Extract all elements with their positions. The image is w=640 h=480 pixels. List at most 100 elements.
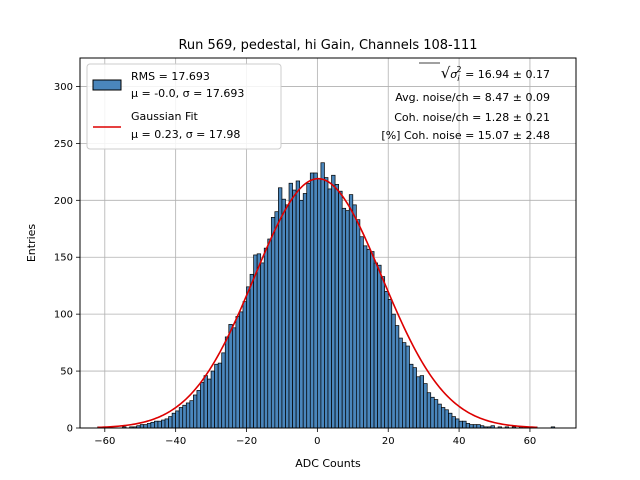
histogram-bar (185, 402, 191, 429)
y-tick-label: 300 (54, 82, 73, 93)
histogram-bar (338, 190, 343, 429)
x-tick-label: 20 (382, 436, 395, 447)
histogram-bar (189, 400, 194, 429)
histogram-bar (278, 187, 283, 429)
histogram-bar (175, 410, 180, 429)
total-noise-value: = 16.94 ± 0.17 (462, 68, 550, 81)
histogram-bar (267, 238, 272, 429)
histogram-bar (387, 299, 393, 429)
histogram-bar (348, 194, 354, 429)
histogram-bar (285, 204, 290, 429)
histogram-bar (193, 394, 198, 429)
histogram-bar (412, 367, 417, 429)
histogram-bar (139, 424, 145, 429)
histogram-bar (370, 251, 375, 429)
legend-fit-label: Gaussian Fit (131, 110, 199, 123)
annotation-coh-noise-percent: [%] Coh. noise = 15.07 ± 2.48 (381, 129, 550, 142)
histogram-bar (256, 253, 262, 429)
histogram-bar (196, 390, 201, 429)
histogram-bar (458, 420, 463, 429)
histogram-bar (341, 207, 347, 429)
histogram-bars (97, 162, 556, 429)
histogram-bar (313, 172, 318, 429)
histogram-bar (146, 423, 152, 429)
histogram-bar (402, 342, 407, 429)
y-tick-label: 0 (67, 424, 73, 435)
legend-fit-stats: μ = 0.23, σ = 17.98 (131, 128, 240, 141)
x-tick-label: 40 (453, 436, 466, 447)
legend-histogram-stats: μ = -0.0, σ = 17.693 (131, 87, 244, 100)
histogram-bar (426, 392, 432, 429)
y-tick-label: 200 (54, 196, 73, 207)
histogram-bar (405, 345, 410, 429)
annotation-avg-noise: Avg. noise/ch = 8.47 ± 0.09 (395, 91, 550, 104)
legend-histogram-label: RMS = 17.693 (131, 70, 210, 83)
histogram-bar (327, 188, 332, 429)
histogram-bar (200, 382, 205, 429)
histogram-bar (171, 412, 177, 429)
histogram-bar (228, 324, 233, 429)
histogram-bar (455, 418, 460, 429)
histogram-bar (423, 383, 428, 429)
histogram-bar (161, 419, 166, 429)
chart-title: Run 569, pedestal, hi Gain, Channels 108… (178, 38, 477, 53)
histogram-bar (306, 182, 311, 429)
x-tick-label: −20 (236, 436, 257, 447)
histogram-bar (260, 262, 265, 429)
annotation-coh-noise: Coh. noise/ch = 1.28 ± 0.21 (394, 111, 550, 124)
sigma-superscript: 2 (457, 65, 462, 74)
noise-annotations: √σi2 = 16.94 ± 0.17 Avg. noise/ch = 8.47… (381, 62, 550, 142)
histogram-bar (270, 217, 276, 429)
histogram-bar (373, 262, 378, 429)
histogram-bar (239, 311, 244, 429)
histogram-bar (253, 254, 258, 429)
histogram-bar (242, 301, 247, 429)
x-tick-label: −40 (165, 436, 186, 447)
histogram-bar (168, 416, 173, 429)
histogram-bar (394, 325, 400, 429)
histogram-bar (299, 199, 304, 429)
histogram-bar (150, 421, 155, 429)
y-axis-ticks: 0 50 100 150 200 250 300 (54, 82, 80, 435)
histogram-bar (324, 177, 329, 429)
histogram-bar (430, 396, 435, 429)
x-axis-ticks: −60 −40 −20 0 20 40 60 (94, 428, 536, 447)
histogram-bar (437, 403, 442, 429)
histogram-bar (380, 276, 386, 429)
histogram-bar (441, 407, 446, 429)
histogram-bar (288, 182, 293, 429)
histogram-bar (320, 162, 325, 429)
histogram-bar (345, 210, 350, 429)
histogram-bar (377, 264, 382, 429)
histogram-bar (235, 316, 240, 429)
histogram-bar (281, 198, 286, 429)
sigma-symbol: σ (450, 68, 458, 81)
histogram-bar (355, 219, 361, 429)
histogram-bar (352, 204, 357, 429)
histogram-bar (451, 416, 456, 429)
histogram-bar (143, 424, 148, 429)
sqrt-symbol: √ (441, 64, 451, 82)
histogram-bar (409, 363, 414, 429)
annotation-total-noise: √σi2 = 16.94 ± 0.17 (441, 64, 550, 83)
legend-histogram-swatch (92, 79, 122, 91)
y-axis-label: Entries (25, 224, 38, 263)
histogram-bar (419, 375, 425, 429)
histogram-bar (448, 412, 453, 429)
histogram-bar (182, 404, 187, 429)
histogram-bar (398, 337, 403, 429)
histogram-bar (207, 378, 212, 429)
histogram-bar (331, 174, 336, 429)
histogram-bar (359, 236, 364, 429)
histogram-bar (309, 172, 315, 429)
legend-frame (86, 63, 282, 150)
histogram-bar (433, 399, 439, 429)
histogram-bar (249, 273, 254, 429)
histogram-bar (465, 423, 471, 429)
histogram-bar (178, 407, 184, 429)
histogram-bar (416, 376, 421, 429)
gaussian-fit-curve (97, 177, 538, 429)
histogram-bar (317, 178, 322, 429)
x-tick-label: 0 (314, 436, 320, 447)
